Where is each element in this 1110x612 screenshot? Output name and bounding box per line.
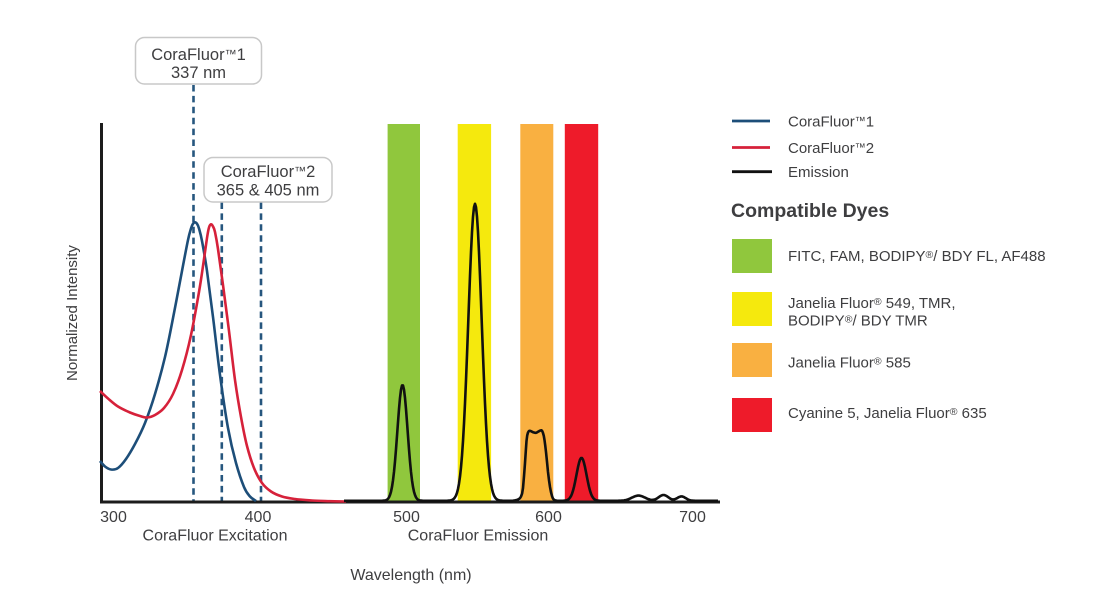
svg-text:CoraFluor Emission: CoraFluor Emission [408,528,548,545]
svg-text:CoraFluor™1: CoraFluor™1 [151,46,246,64]
svg-text:Normalized Intensity: Normalized Intensity [64,245,81,381]
svg-text:CoraFluor™2: CoraFluor™2 [221,163,316,181]
svg-text:CoraFluor™2: CoraFluor™2 [788,140,874,157]
svg-text:365 & 405 nm: 365 & 405 nm [217,182,320,200]
svg-text:FITC, FAM, BODIPY®/ BDY FL, AF: FITC, FAM, BODIPY®/ BDY FL, AF488 [788,248,1046,265]
svg-text:CoraFluor™1: CoraFluor™1 [788,114,874,131]
svg-text:BODIPY®/ BDY TMR: BODIPY®/ BDY TMR [788,313,928,330]
svg-text:600: 600 [535,509,562,526]
svg-text:Janelia Fluor® 549, TMR,: Janelia Fluor® 549, TMR, [788,295,956,312]
svg-text:Compatible Dyes: Compatible Dyes [731,200,889,222]
svg-text:337 nm: 337 nm [171,64,226,82]
svg-text:Janelia Fluor® 585: Janelia Fluor® 585 [788,355,911,372]
svg-text:400: 400 [245,509,272,526]
svg-text:Emission: Emission [788,164,849,181]
svg-text:500: 500 [393,509,420,526]
svg-text:Wavelength (nm): Wavelength (nm) [350,567,471,584]
svg-text:Cyanine 5, Janelia Fluor® 635: Cyanine 5, Janelia Fluor® 635 [788,405,987,422]
svg-text:300: 300 [100,509,127,526]
svg-text:CoraFluor Excitation: CoraFluor Excitation [143,528,288,545]
svg-text:700: 700 [679,509,706,526]
